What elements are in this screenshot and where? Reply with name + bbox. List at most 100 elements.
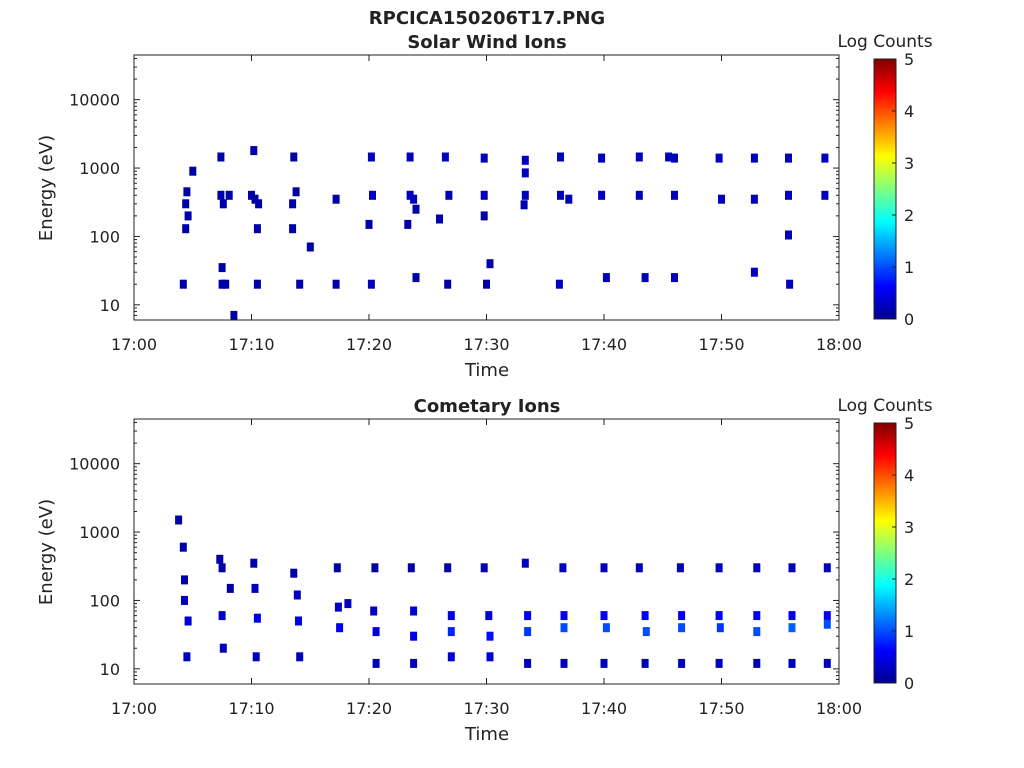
- heatmap-cell: [560, 658, 568, 668]
- heatmap-cell: [480, 153, 488, 163]
- heatmap-cell: [371, 563, 379, 573]
- colorbar-tick-label: 3: [904, 154, 914, 173]
- heatmap-cells: [179, 146, 829, 320]
- heatmap-cell: [365, 219, 373, 229]
- heatmap-cell: [480, 190, 488, 200]
- colorbar-tick-label: 5: [904, 414, 914, 433]
- heatmap-cell: [785, 230, 792, 240]
- heatmap-cell: [750, 267, 758, 277]
- x-tick-label: 17:30: [463, 335, 509, 354]
- heatmap-cell: [218, 263, 226, 273]
- heatmap-cell: [480, 211, 488, 221]
- colorbar-tick-label: 2: [904, 570, 914, 589]
- heatmap-cell: [292, 187, 300, 197]
- colorbar-tick-label: 0: [904, 674, 914, 693]
- heatmap-cell: [678, 623, 686, 633]
- x-tick-label: 18:00: [816, 699, 862, 718]
- colorbar-tick-label: 5: [904, 50, 914, 69]
- heatmap-cell: [520, 200, 528, 210]
- heatmap-cell: [404, 219, 412, 229]
- heatmap-cell: [715, 611, 723, 621]
- y-axis-label: Energy (eV): [36, 135, 57, 241]
- heatmap-cell: [447, 627, 455, 637]
- heatmap-cell: [602, 623, 610, 633]
- heatmap-cell: [555, 279, 563, 289]
- heatmap-cell: [184, 211, 192, 221]
- heatmap-cell: [306, 242, 314, 252]
- heatmap-cell: [406, 152, 414, 162]
- heatmap-cell: [344, 599, 352, 609]
- colorbar: Log Counts 0 1 2 3 4 5: [837, 32, 932, 329]
- heatmap-cell: [250, 146, 258, 156]
- heatmap-cell: [181, 595, 188, 605]
- x-tick-label: 17:30: [463, 699, 509, 718]
- heatmap-cell: [372, 627, 380, 637]
- heatmap-cell: [560, 611, 568, 621]
- y-tick-label: 1000: [79, 159, 120, 178]
- heatmap-cell: [671, 273, 678, 283]
- heatmap-cell: [367, 279, 375, 289]
- y-tick-label: 10: [100, 296, 120, 315]
- heatmap-cell: [642, 627, 650, 637]
- heatmap-cell: [445, 190, 453, 200]
- heatmap-cell: [524, 611, 532, 621]
- heatmap-cell: [290, 568, 298, 578]
- heatmap-cell: [635, 152, 643, 162]
- heatmap-cell: [753, 611, 761, 621]
- heatmap-cell: [251, 194, 259, 204]
- heatmap-cell: [485, 611, 493, 621]
- heatmap-cell: [823, 619, 831, 629]
- heatmap-cell: [641, 658, 649, 668]
- heatmap-cell: [524, 627, 532, 637]
- heatmap-cell: [441, 152, 449, 162]
- heatmap-cell: [598, 153, 606, 163]
- colorbar-tick-label: 3: [904, 518, 914, 537]
- heatmap-cell: [671, 153, 678, 163]
- heatmap-cell: [218, 611, 226, 621]
- heatmap-cell: [521, 155, 529, 165]
- heatmap-cell: [334, 602, 342, 612]
- y-tick-label: 1000: [79, 523, 120, 542]
- heatmap-cell: [557, 190, 564, 200]
- heatmap-cell: [218, 563, 226, 573]
- heatmap-cell: [671, 190, 678, 200]
- heatmap-cell: [557, 152, 564, 162]
- heatmap-cell: [823, 611, 831, 621]
- y-tick-label: 100: [89, 591, 120, 610]
- heatmap-cell: [565, 194, 573, 204]
- heatmap-cell: [521, 190, 529, 200]
- heatmap-cell: [821, 190, 829, 200]
- heatmap-cell: [230, 310, 238, 320]
- panel-solar-wind: Solar Wind Ions 17:00 17:10 17:20 17:30 17:4…: [36, 32, 933, 381]
- heatmap-cell: [821, 153, 829, 163]
- y-axis-ticks: 10 100 1000 10000: [69, 421, 839, 685]
- heatmap-cell: [715, 153, 723, 163]
- heatmap-cell: [785, 190, 792, 200]
- heatmap-cell: [676, 563, 684, 573]
- x-tick-label: 17:40: [581, 335, 627, 354]
- x-axis-ticks: 17:00 17:10 17:20 17:30 17:40 17:50 18:00: [111, 419, 862, 718]
- heatmap-cell: [486, 631, 494, 641]
- heatmap-cell: [222, 279, 230, 289]
- heatmap-cell: [521, 168, 529, 178]
- heatmap-cell: [179, 542, 187, 552]
- heatmap-cell: [483, 279, 490, 289]
- heatmap-cell: [369, 190, 376, 200]
- y-tick-label: 10000: [69, 91, 120, 110]
- heatmap-cell: [296, 652, 304, 662]
- heatmap-cell: [598, 190, 606, 200]
- heatmap-cell: [641, 611, 649, 621]
- colorbar: Log Counts 0 1 2 3 4 5: [837, 396, 932, 693]
- heatmap-cell: [436, 214, 443, 224]
- heatmap-cell: [225, 190, 233, 200]
- heatmap-cell: [293, 590, 301, 600]
- heatmap-cell: [410, 631, 418, 641]
- heatmap-cell: [753, 563, 761, 573]
- heatmap-cell: [600, 563, 608, 573]
- plot-frame: [133, 418, 840, 685]
- heatmap-cell: [486, 259, 494, 269]
- panel-cometary: Cometary Ions 17:00 17:10 17:20 17:30 17:40 1…: [36, 396, 933, 745]
- y-axis-ticks: 10 100 1000 10000: [69, 57, 839, 321]
- heatmap-cell: [410, 606, 418, 616]
